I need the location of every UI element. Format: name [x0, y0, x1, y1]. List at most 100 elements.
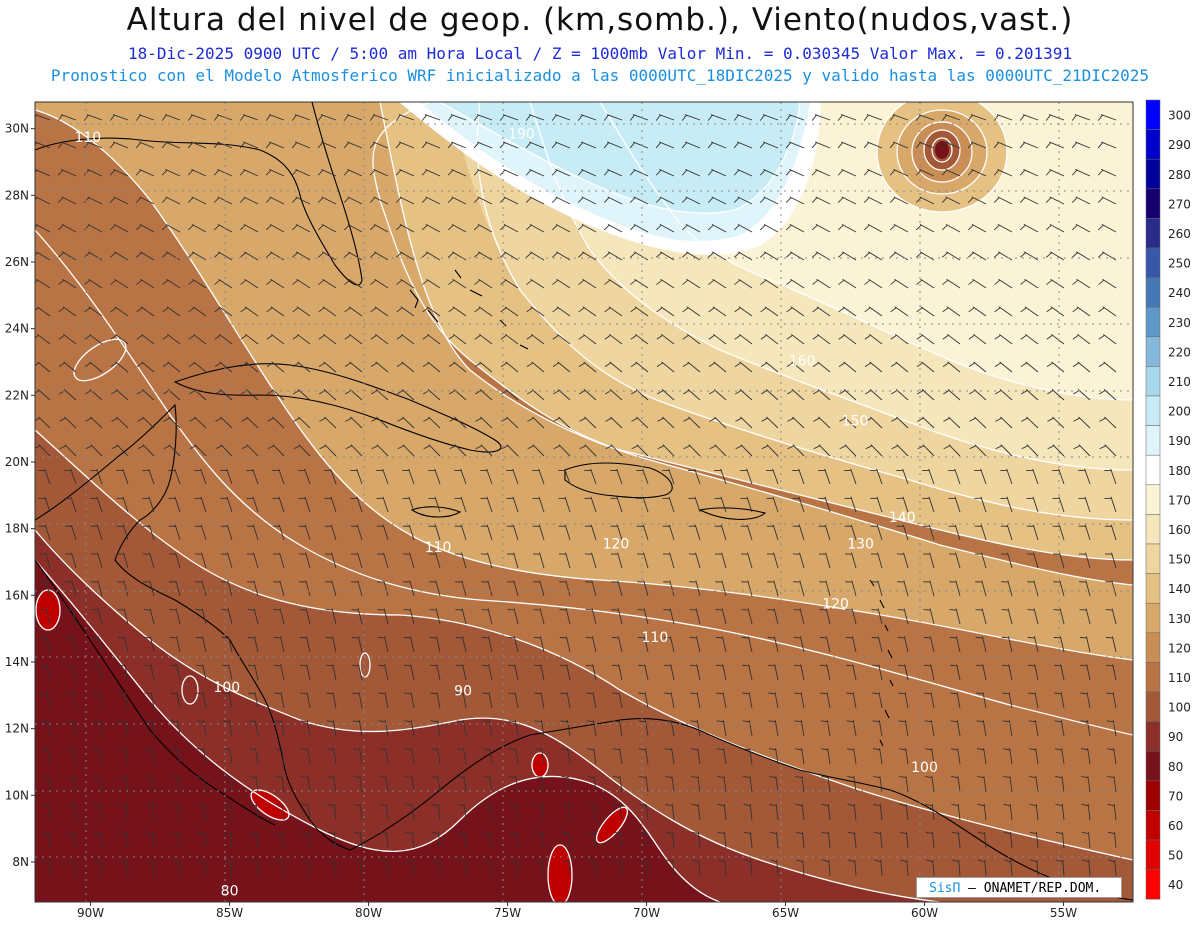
colorbar-label: 290: [1168, 138, 1191, 152]
wind-barbs: [35, 114, 1117, 877]
colorbar-swatch: [1145, 218, 1161, 249]
contour-value-label: 100: [213, 680, 240, 696]
lat-label: 28N: [5, 188, 29, 202]
band-200: [440, 102, 800, 214]
colorbar-label: 40: [1168, 878, 1183, 892]
plot-frame: [34, 101, 1134, 903]
lon-label: 85W: [216, 906, 243, 920]
map-subtitle-model-run: Pronostico con el Modelo Atmosferico WRF…: [50, 66, 1150, 85]
contour-value-label: 110: [425, 540, 452, 556]
contour-value-label: 90: [454, 683, 472, 699]
longitude-axis: 90W 85W 80W 75W 70W 65W 60W 55W: [77, 902, 1077, 920]
lat-label: 14N: [5, 655, 29, 669]
colorbar-label: 150: [1168, 553, 1191, 567]
lon-label: 60W: [911, 906, 938, 920]
lat-label: 26N: [5, 255, 29, 269]
colorbar-label: 180: [1168, 464, 1191, 478]
colorbar-swatch: [1145, 662, 1161, 693]
colorbar-label: 240: [1168, 286, 1191, 300]
lon-label: 90W: [77, 906, 104, 920]
hotspot-colombia-1: [532, 753, 548, 777]
colorbar-label: 70: [1168, 789, 1183, 803]
contour-value-label: 150: [842, 413, 869, 429]
lat-label: 24N: [5, 322, 29, 336]
colorbar-swatch: [1145, 425, 1161, 456]
colorbar-label: 90: [1168, 730, 1183, 744]
colorbar: 300 290 280 270 260 250 240 230 220 210 200 190 180 1…: [1145, 99, 1191, 900]
colorbar-label: 170: [1168, 493, 1191, 507]
lat-label: 18N: [5, 522, 29, 536]
colorbar-label: 120: [1168, 641, 1191, 655]
colorbar-swatch: [1145, 780, 1161, 811]
contour-value-label: 190: [508, 127, 535, 143]
contour-value-label: 110: [642, 630, 669, 646]
colorbar-swatch: [1145, 454, 1161, 486]
colorbar-label: 190: [1168, 434, 1191, 448]
colorbar-label: 60: [1168, 819, 1183, 833]
colorbar-label: 130: [1168, 612, 1191, 626]
lon-label: 55W: [1050, 906, 1077, 920]
contour-value-label: 140: [889, 510, 916, 526]
colorbar-swatch: [1145, 632, 1161, 663]
lat-label: 12N: [5, 722, 29, 736]
colorbar-swatch: [1145, 869, 1161, 900]
colorbar-label: 270: [1168, 197, 1191, 211]
colorbar-label: 80: [1168, 760, 1183, 774]
lat-lon-grid: [35, 102, 1133, 902]
colorbar-label: 140: [1168, 582, 1191, 596]
colorbar-label: 200: [1168, 405, 1191, 419]
colorbar-swatch: [1145, 99, 1161, 130]
colorbar-label: 220: [1168, 345, 1191, 359]
colorbar-label: 250: [1168, 257, 1191, 271]
colorbar-swatch: [1145, 602, 1161, 634]
contour-value-label: 160: [789, 353, 816, 369]
map-plot-area: 110 190 160 150 140 130 120 110 120 110 100 90 100 80: [35, 102, 1133, 902]
lat-label: 10N: [5, 788, 29, 802]
contour-value-label: 80: [221, 883, 239, 899]
contour-value-label: 120: [603, 537, 630, 553]
lat-label: 16N: [5, 588, 29, 602]
colorbar-label: 280: [1168, 168, 1191, 182]
map-title: Altura del nivel de geop. (km,somb.), Vi…: [126, 2, 1074, 38]
lon-label: 65W: [772, 906, 799, 920]
colorbar-swatch: [1145, 366, 1161, 397]
credit-box: SisΠ – ONAMET/REP.DOM.: [916, 877, 1122, 898]
band-80: [35, 560, 720, 902]
contour-value-label: 120: [822, 597, 849, 613]
sispi-logo: SisΠ: [929, 881, 961, 896]
hotspot-west: [36, 590, 60, 630]
colorbar-swatch: [1145, 691, 1161, 722]
latitude-axis: 30N 28N 26N 24N 22N 20N 18N 16N 14N 12N 10N 8N: [5, 122, 35, 869]
colorbar-swatch: [1145, 484, 1161, 515]
lat-label: 30N: [5, 122, 29, 136]
colorbar-swatch: [1145, 277, 1161, 308]
colorbar-label: 300: [1168, 109, 1191, 123]
colorbar-swatch: [1145, 573, 1161, 604]
lon-label: 80W: [355, 906, 382, 920]
colorbar-label: 50: [1168, 849, 1183, 863]
colorbar-swatch: [1145, 129, 1161, 160]
colorbar-swatch: [1145, 543, 1161, 574]
colorbar-swatch: [1145, 721, 1161, 752]
colorbar-swatch: [1145, 188, 1161, 219]
lat-label: 8N: [12, 855, 29, 869]
contour-value-label: 100: [911, 760, 938, 776]
lat-label: 20N: [5, 455, 29, 469]
colorbar-label: 210: [1168, 375, 1191, 389]
colorbar-swatch: [1145, 395, 1161, 426]
contour-value-label: 130: [847, 537, 874, 553]
map-subtitle-valid-time: 18-Dic-2025 0900 UTC / 5:00 am Hora Loca…: [127, 44, 1072, 63]
contour-labels: 110 190 160 150 140 130 120 110 120 110 100 90 100 80: [74, 127, 937, 900]
hotspot-colombia-2: [596, 807, 628, 843]
colorbar-label: 160: [1168, 523, 1191, 537]
lon-label: 70W: [633, 906, 660, 920]
colorbar-label: 110: [1168, 671, 1191, 685]
colorbar-swatch: [1145, 839, 1161, 870]
colorbar-label: 230: [1168, 316, 1191, 330]
credit-text: – ONAMET/REP.DOM.: [960, 881, 1102, 896]
lon-label: 75W: [494, 906, 521, 920]
hotspot-panama: [251, 789, 289, 821]
colorbar-swatch: [1145, 158, 1161, 190]
hotspot-honduras: [182, 676, 198, 704]
